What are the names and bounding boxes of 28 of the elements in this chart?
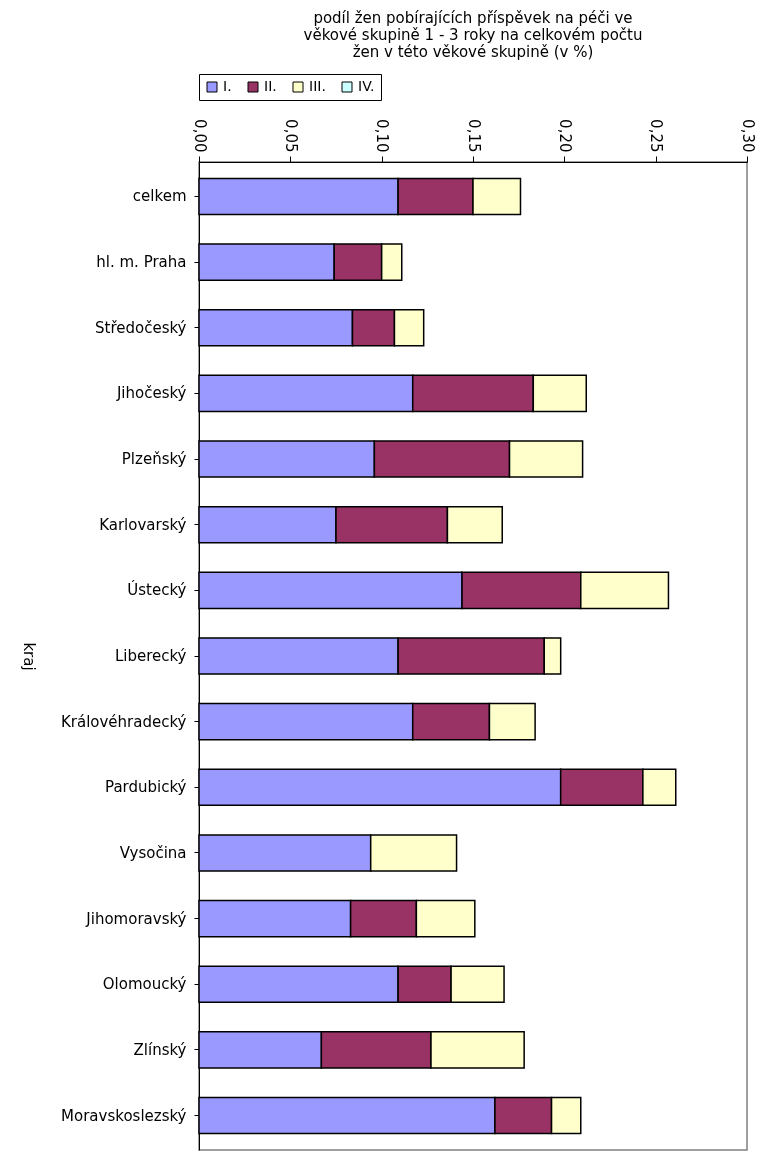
- legend-label: I.: [223, 78, 232, 94]
- y-tick-label: hl. m. Praha: [96, 253, 187, 272]
- y-axis-title: kraj: [19, 642, 38, 671]
- x-tick-label: 0,05: [281, 119, 300, 153]
- y-tick-label: Karlovarský: [99, 515, 187, 534]
- y-tick-label: Liberecký: [114, 647, 187, 665]
- y-tick-label: Jihomoravský: [85, 909, 187, 928]
- y-tick-label: celkem: [132, 187, 187, 206]
- x-tick-label: 0,25: [647, 119, 666, 153]
- y-tick-label: Královéhradecký: [60, 712, 187, 731]
- y-tick-label: Moravskoslezský: [61, 1106, 187, 1125]
- y-tick-label: Ústecký: [127, 580, 187, 600]
- y-tick-label: Jihočeský: [115, 384, 187, 403]
- y-tick-label: Plzeňský: [121, 450, 187, 469]
- x-tick-label: 0,20: [555, 119, 574, 153]
- x-tick-label: 0,30: [738, 119, 757, 153]
- y-tick-label: Zlínský: [133, 1040, 187, 1059]
- chart-title: podíl žen pobírajících příspěvek na péči ve věkové skupině 1 - 3 roky na celkovém počtu žen v této věkové skupině (v %): [303, 8, 643, 61]
- y-tick-label: Vysočina: [119, 843, 187, 862]
- x-tick-label: 0,10: [373, 119, 392, 153]
- legend-label: III.: [309, 78, 326, 94]
- y-tick-label: Olomoucký: [102, 975, 187, 994]
- legend-label: II.: [264, 78, 277, 94]
- x-tick-label: 0,00: [190, 119, 209, 153]
- y-tick-label: Pardubický: [105, 778, 187, 797]
- x-tick-label: 0,15: [464, 119, 483, 153]
- y-tick-label: Středočeský: [95, 318, 187, 337]
- legend-label: IV.: [358, 78, 375, 94]
